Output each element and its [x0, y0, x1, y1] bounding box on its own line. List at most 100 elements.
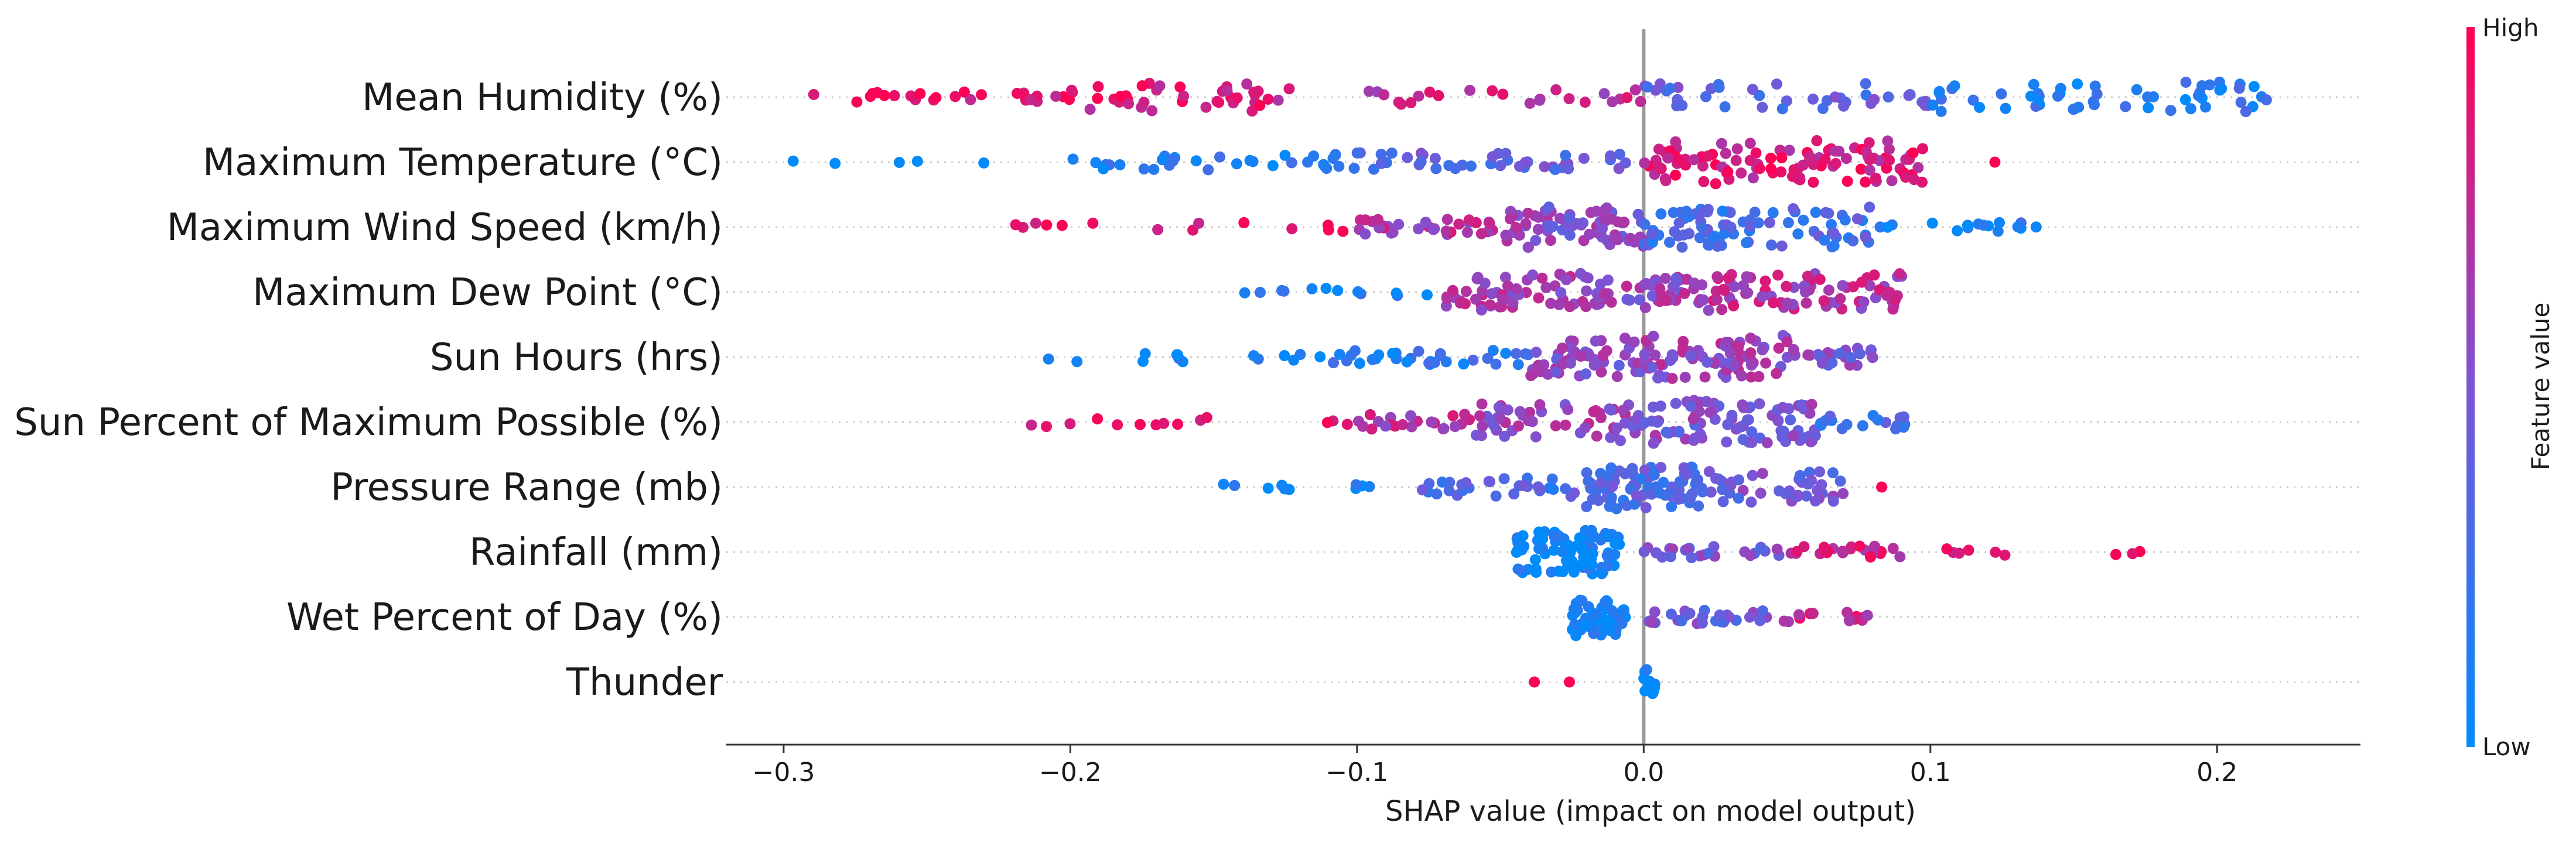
shap-point: [1864, 201, 1875, 213]
shap-point: [1800, 286, 1811, 298]
shap-point: [1625, 232, 1637, 244]
shap-point: [1788, 344, 1799, 355]
shap-point: [1814, 466, 1825, 478]
shap-point: [1687, 413, 1699, 425]
shap-point: [1941, 543, 1953, 555]
shap-point: [1990, 546, 2001, 558]
shap-point: [1490, 490, 1502, 502]
shap-point: [1791, 546, 1803, 557]
shap-point: [1486, 288, 1498, 300]
shap-point: [1584, 228, 1596, 240]
shap-point: [1847, 235, 1859, 246]
shap-point: [1084, 104, 1096, 115]
shap-point: [1838, 100, 1850, 112]
shap-point: [1550, 366, 1562, 378]
shap-point: [1218, 478, 1229, 490]
shap-point: [1683, 228, 1695, 239]
shap-point: [1550, 420, 1562, 431]
shap-point: [1903, 90, 1915, 101]
shap-point: [1775, 166, 1787, 178]
shap-point: [1820, 207, 1832, 218]
colorbar: High Low Feature value: [2466, 13, 2555, 761]
shap-point: [1576, 595, 1588, 606]
shap-point: [1475, 304, 1487, 316]
shap-point: [1374, 222, 1385, 234]
shap-point: [2030, 221, 2042, 233]
shap-point: [1221, 85, 1233, 97]
shap-point: [1646, 228, 1658, 240]
shap-point: [1711, 294, 1723, 306]
shap-point: [1699, 371, 1711, 383]
shap-point: [1580, 619, 1591, 630]
shap-point: [1666, 349, 1678, 361]
shap-point: [1543, 201, 1555, 213]
shap-point: [1730, 155, 1742, 166]
shap-point: [1422, 289, 1433, 301]
shap-point: [1595, 412, 1607, 423]
shap-point: [1596, 568, 1608, 580]
shap-point: [1372, 214, 1384, 225]
shap-point: [1820, 414, 1832, 426]
shap-point: [1262, 482, 1274, 494]
shap-point: [1582, 272, 1594, 284]
shap-point: [1996, 88, 2007, 100]
shap-point: [1453, 218, 1465, 230]
shap-point: [1716, 138, 1727, 149]
shap-point: [1823, 285, 1834, 296]
shap-point: [1157, 154, 1168, 166]
shap-point: [1676, 615, 1687, 626]
shap-point: [1806, 399, 1817, 410]
shap-point: [1745, 550, 1756, 561]
shap-point: [1609, 549, 1621, 560]
shap-point: [1703, 547, 1714, 559]
shap-point: [1673, 217, 1685, 229]
shap-point: [1777, 402, 1789, 413]
shap-point: [1646, 361, 1658, 373]
shap-point: [1745, 496, 1757, 508]
shap-point: [1542, 220, 1553, 231]
shap-point: [1279, 350, 1290, 361]
shap-point: [1632, 208, 1644, 220]
shap-point: [1668, 207, 1679, 218]
shap-point: [1050, 91, 1062, 102]
shap-point: [1474, 410, 1485, 422]
shap-point: [1512, 359, 1524, 371]
shap-point: [1819, 153, 1831, 165]
shap-point: [1818, 295, 1830, 307]
shap-point: [1532, 363, 1544, 374]
shap-point: [1550, 84, 1562, 95]
shap-point: [2012, 221, 2024, 232]
shap-point: [1543, 482, 1555, 494]
shap-point: [1330, 149, 1341, 161]
shap-point: [2000, 102, 2011, 114]
shap-point: [1714, 609, 1726, 621]
shap-point: [1858, 296, 1870, 308]
shap-point: [829, 157, 841, 169]
shap-point: [1828, 240, 1840, 252]
feature-label: Sun Percent of Maximum Possible (%): [14, 401, 723, 444]
shap-point: [1475, 228, 1487, 239]
shap-point: [1167, 155, 1179, 167]
shap-point: [1816, 357, 1828, 369]
shap-point: [1529, 554, 1541, 566]
shap-point: [1757, 291, 1768, 303]
shap-point: [2179, 94, 2191, 105]
shap-point: [1447, 410, 1459, 422]
shap-point: [1655, 462, 1667, 473]
shap-point: [1614, 149, 1625, 160]
shap-point: [1747, 172, 1759, 184]
shap-point: [1138, 163, 1150, 175]
shap-point: [1866, 152, 1877, 164]
shap-point: [1854, 540, 1866, 552]
shap-point: [1427, 224, 1439, 235]
shap-point: [1609, 538, 1621, 550]
shap-point: [1696, 617, 1708, 629]
shap-point: [1402, 152, 1413, 163]
colorbar-low-label: Low: [2482, 732, 2531, 761]
shap-point: [1231, 158, 1242, 170]
shap-point: [1415, 156, 1427, 167]
shap-point: [1680, 205, 1692, 217]
shap-point: [1500, 148, 1512, 159]
shap-point: [1556, 546, 1568, 557]
